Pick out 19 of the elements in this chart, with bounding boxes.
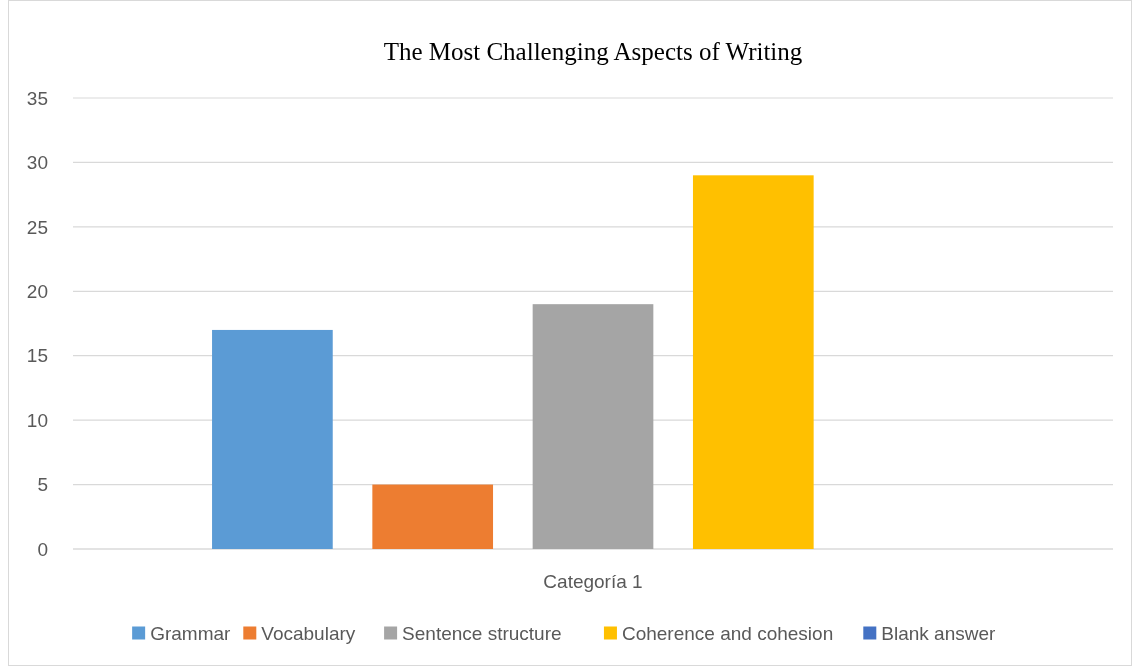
- legend-label: Blank answer: [881, 622, 997, 644]
- y-tick-label: 5: [37, 474, 48, 496]
- bar: [692, 175, 814, 549]
- y-tick-label: 15: [26, 345, 48, 367]
- chart-title: The Most Challenging Aspects of Writing: [383, 38, 803, 65]
- x-tick-label: Categoría 1: [543, 570, 643, 592]
- bar: [212, 329, 333, 549]
- legend-label: Sentence structure: [402, 622, 562, 644]
- y-tick-label: 35: [26, 87, 48, 109]
- legend-label: Grammar: [150, 622, 232, 644]
- bar: [532, 304, 654, 549]
- y-tick-label: 25: [26, 216, 48, 238]
- y-tick-label: 20: [26, 280, 48, 302]
- y-tick-label: 30: [26, 152, 48, 174]
- legend-label: Vocabulary: [261, 622, 356, 644]
- bar: [372, 484, 494, 549]
- y-tick-label: 10: [26, 409, 48, 431]
- legend-label: Coherence and cohesion: [621, 622, 834, 644]
- y-tick-label: 0: [37, 538, 48, 560]
